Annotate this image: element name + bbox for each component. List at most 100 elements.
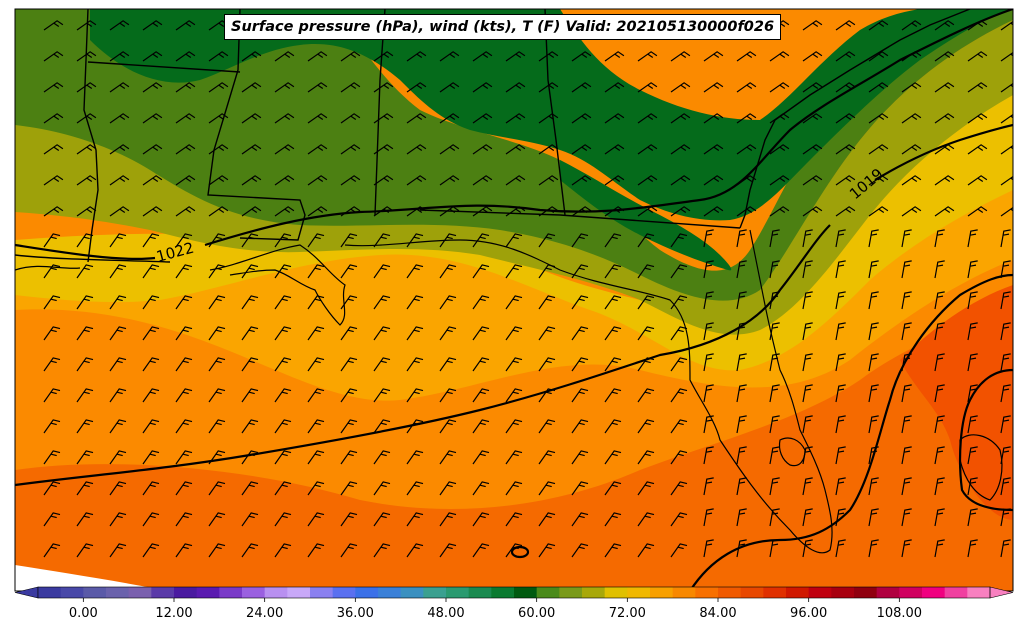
wind-barb <box>736 477 747 496</box>
wind-barb <box>670 326 688 341</box>
wind-barb <box>208 51 229 62</box>
wind-barb <box>835 51 856 62</box>
wind-barb <box>637 264 655 279</box>
wind-barb <box>901 260 912 279</box>
map-title: Surface pressure (hPa), wind (kts), T (F… <box>224 14 782 40</box>
wind-barb <box>472 206 493 217</box>
wind-barb <box>373 295 391 310</box>
wind-barb <box>769 51 790 62</box>
wind-barb <box>241 113 262 124</box>
colorbar-swatch <box>423 587 447 598</box>
wind-barb <box>373 481 391 496</box>
wind-barb <box>307 144 328 155</box>
wind-barb <box>373 543 391 558</box>
wind-barb <box>43 388 61 403</box>
wind-barb <box>967 384 978 403</box>
wind-barb <box>241 450 259 465</box>
wind-barb <box>637 543 655 558</box>
wind-barb <box>901 322 912 341</box>
no-data-region <box>15 565 170 591</box>
wind-barb <box>43 481 61 496</box>
colorbar-swatch <box>106 587 130 598</box>
wind-barb <box>802 51 823 62</box>
wind-barb <box>274 264 292 279</box>
wind-barb <box>1000 260 1011 279</box>
wind-barb <box>373 206 394 217</box>
wind-barb <box>43 51 64 62</box>
wind-barb <box>604 512 622 527</box>
wind-barb <box>142 175 163 186</box>
wind-barb <box>868 384 879 403</box>
wind-barb <box>472 450 490 465</box>
wind-barb <box>703 446 714 465</box>
wind-barb <box>241 175 262 186</box>
colorbar-swatch <box>763 587 787 598</box>
wind-barb <box>703 477 714 496</box>
wind-barb <box>340 51 361 62</box>
wind-barb <box>76 233 94 248</box>
wind-barb <box>373 450 391 465</box>
wind-barb <box>703 539 714 558</box>
wind-barb <box>406 326 424 341</box>
wind-barb <box>703 291 714 310</box>
wind-barb <box>571 113 592 124</box>
wind-barb <box>505 450 523 465</box>
wind-barb <box>241 264 259 279</box>
wind-barb <box>307 264 325 279</box>
wind-barb <box>274 326 292 341</box>
wind-barb <box>472 82 493 93</box>
wind-barb <box>340 206 361 217</box>
wind-barb <box>109 357 127 372</box>
wind-barb <box>439 82 460 93</box>
wind-barb <box>76 20 97 31</box>
wind-barb <box>934 51 955 62</box>
wind-barb <box>802 477 813 496</box>
colorbar-swatch <box>332 587 356 598</box>
wind-barb <box>670 264 688 279</box>
wind-barb <box>670 419 688 434</box>
wind-barb <box>901 144 922 155</box>
wind-barb <box>142 481 160 496</box>
wind-barb <box>868 82 889 93</box>
wind-barb <box>76 326 94 341</box>
wind-barb <box>934 291 945 310</box>
wind-barb <box>835 322 846 341</box>
wind-barb <box>241 233 259 248</box>
wind-barb <box>571 357 589 372</box>
wind-barb <box>241 481 259 496</box>
wind-barb <box>439 419 457 434</box>
wind-barb <box>373 175 394 186</box>
wind-barb <box>307 543 325 558</box>
wind-barb <box>934 175 955 186</box>
wind-barb <box>703 229 714 248</box>
wind-barb <box>307 450 325 465</box>
wind-barb <box>1000 82 1013 93</box>
wind-barb <box>967 291 978 310</box>
wind-barb <box>967 51 988 62</box>
wind-barb <box>604 175 625 186</box>
wind-barb <box>835 20 856 31</box>
wind-barb <box>406 206 427 217</box>
wind-barb <box>967 144 988 155</box>
wind-barb <box>901 51 922 62</box>
wind-barb <box>769 113 790 124</box>
wind-barb <box>670 144 691 155</box>
wind-barb <box>1000 51 1013 62</box>
wind-barb <box>967 446 978 465</box>
wind-barb <box>538 481 556 496</box>
state-borders <box>15 9 971 263</box>
wind-barb <box>76 144 97 155</box>
wind-barb <box>43 20 64 31</box>
wind-barb <box>571 450 589 465</box>
wind-barb <box>208 419 226 434</box>
wind-barb <box>43 144 64 155</box>
wind-barb <box>406 264 424 279</box>
colorbar-swatch <box>718 587 742 598</box>
wind-barb <box>868 477 879 496</box>
wind-barb <box>472 233 490 248</box>
wind-barb <box>43 450 61 465</box>
wind-barb <box>406 388 424 403</box>
wind-barb <box>538 450 556 465</box>
wind-barb <box>406 144 427 155</box>
wind-barb <box>868 539 879 558</box>
